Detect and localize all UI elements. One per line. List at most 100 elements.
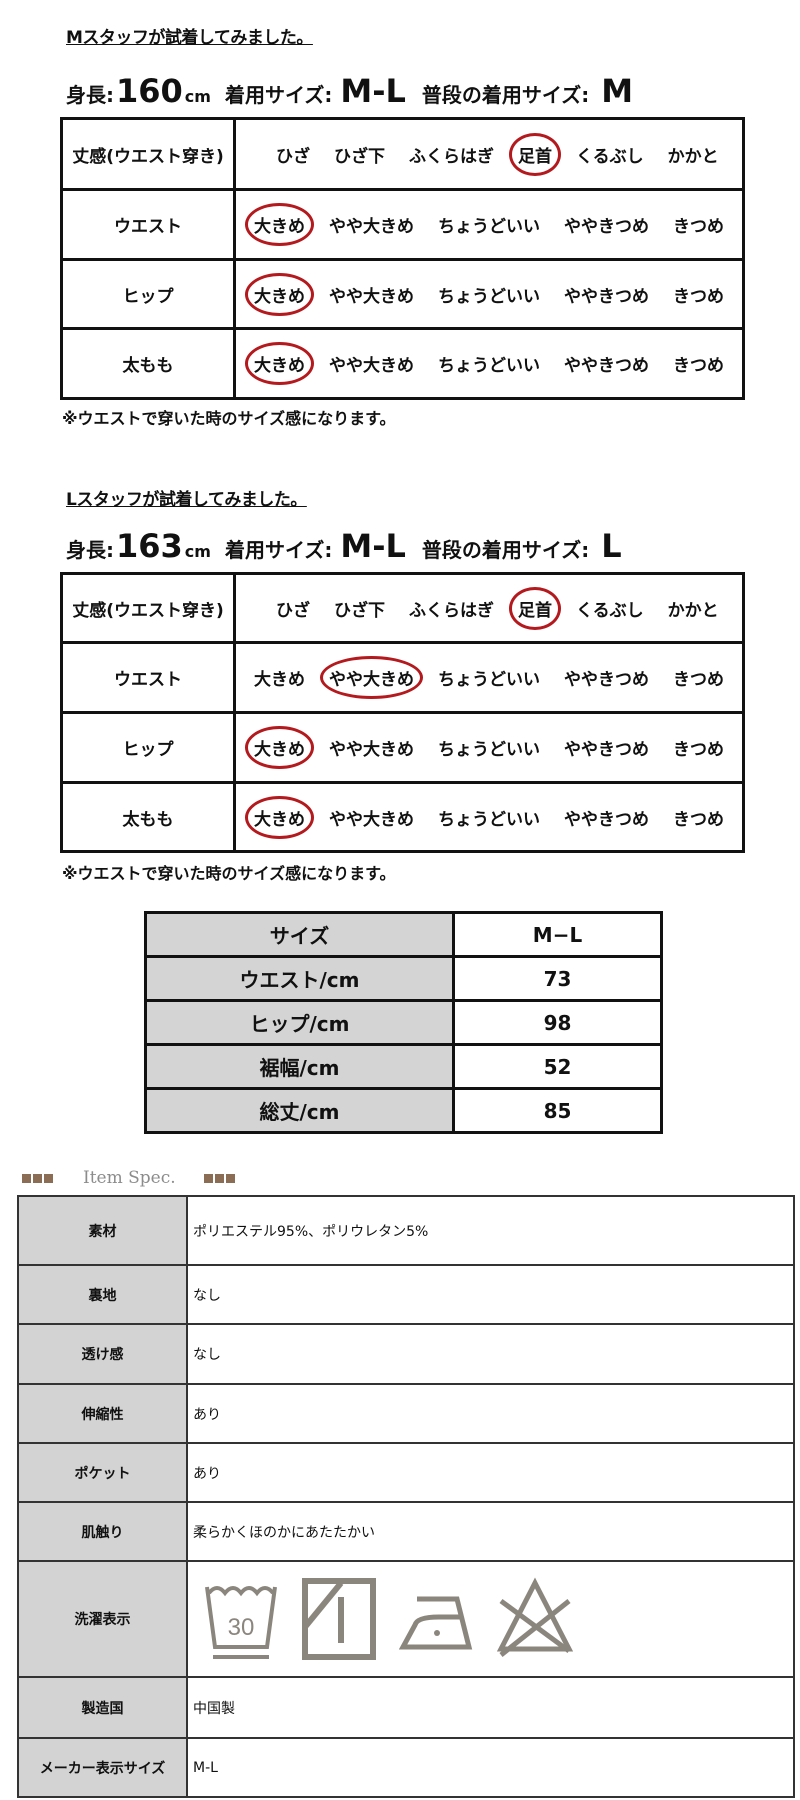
fit-option-selected: 大きめ [245,342,314,385]
size-row-label: 裾幅/cm [144,1043,455,1090]
fit-option-selected: 大きめ [245,272,314,316]
square-decoration-icon [22,1168,55,1188]
fit-option: きつめ [673,356,724,376]
spec-row: 素材 ポリエステル95%、ポリウレタン5% [17,1195,795,1266]
staff-section-title: Mスタッフが試着してみました。 [66,28,313,48]
spec-key: 裏地 [17,1264,188,1325]
fit-option: ひざ [276,600,310,621]
fit-option-selected: 大きめ [245,726,314,769]
fit-note: ※ウエストで穿いた時のサイズ感になります。 [62,864,396,883]
fit-option-selected: やや大きめ [320,656,423,699]
drip-dry-shade-icon [302,1578,376,1660]
spec-value: 柔らかくほのかにあたたかい [186,1501,795,1562]
fit-options: 大きめ やや大きめ ちょうどいい ややきつめ きつめ [233,258,745,330]
spec-row: 肌触り 柔らかくほのかにあたたかい [17,1501,795,1562]
usual-size-label: 普段の着用サイズ: [421,83,590,107]
height-unit: cm [184,87,211,106]
fit-option: ややきつめ [564,670,649,690]
fit-option: やや大きめ [329,809,414,830]
iron-low-icon [399,1596,473,1650]
fit-option: ちょうどいい [438,740,540,760]
spec-row: メーカー表示サイズ M-L [17,1737,795,1798]
size-row-value: 73 [452,955,663,1002]
fit-option: ひざ下 [334,600,385,621]
spec-value: あり [186,1383,795,1444]
fit-option: きつめ [673,286,724,307]
fit-table: 丈感(ウエスト穿き) ひざ ひざ下 ふくらはぎ 足首 くるぶし かかと ウエスト 大きめや… [60,572,745,853]
wash-30-icon: 30 [205,1586,277,1659]
spec-key: 伸縮性 [17,1383,188,1444]
worn-size-value: M-L [340,527,406,565]
item-spec-table: 素材 ポリエステル95%、ポリウレタン5% 裏地 なし 透け感 なし 伸縮性 あり ポケ… [17,1195,795,1798]
fit-option: ふくらはぎ [409,146,494,167]
fit-option: ややきつめ [564,217,649,237]
square-decoration-icon [203,1168,237,1188]
fit-options: 大きめ やや大きめ ちょうどいい ややきつめ きつめ [233,188,745,261]
worn-size-label: 着用サイズ: [224,83,333,107]
fit-option: かかと [667,146,719,167]
size-row: 総丈/cm 85 [144,1087,663,1134]
fit-option: ひざ下 [334,146,385,167]
staff-height-line: 身長: 160 cm 着用サイズ: M-L 普段の着用サイズ: M [66,72,635,110]
size-row-value: 85 [452,1087,663,1134]
no-bleach-icon [497,1577,573,1657]
size-row-label: ウエスト/cm [144,955,455,1002]
fit-note: ※ウエストで穿いた時のサイズ感になります。 [62,409,396,428]
fit-option-selected: 大きめ [245,795,314,839]
spec-key: メーカー表示サイズ [17,1737,188,1798]
fit-options: ひざ ひざ下 ふくらはぎ 足首 くるぶし かかと [233,117,745,191]
fit-option: やや大きめ [329,286,414,307]
size-header-value: M−L [452,911,663,958]
item-spec-heading: Item Spec. [22,1168,237,1188]
fit-option: ひざ [276,146,310,167]
size-row-value: 98 [452,999,663,1046]
fit-options: ひざ ひざ下 ふくらはぎ 足首 くるぶし かかと [233,572,745,644]
usual-size-label: 普段の着用サイズ: [421,538,590,562]
size-table-header: サイズ M−L [144,911,663,958]
fit-options: 大きめ やや大きめ ちょうどいい ややきつめ きつめ [233,327,745,400]
size-row: ヒップ/cm 98 [144,999,663,1046]
spec-key: 肌触り [17,1501,188,1562]
fit-option: ややきつめ [564,809,649,830]
fit-option: ちょうどいい [438,809,540,830]
spec-row: 透け感 なし [17,1323,795,1385]
fit-option: ちょうどいい [438,286,540,307]
fit-option: ふくらはぎ [409,600,494,621]
fit-option: ややきつめ [564,740,649,760]
fit-option: きつめ [673,217,724,237]
spec-key: 透け感 [17,1323,188,1385]
fit-table: 丈感(ウエスト穿き) ひざ ひざ下 ふくらはぎ 足首 くるぶし かかと ウエスト 大きめや… [60,117,745,400]
staff-section-title: Lスタッフが試着してみました。 [66,490,307,510]
fit-row-label: ヒップ [60,258,236,330]
spec-key: 素材 [17,1195,188,1266]
fit-row-label: 丈感(ウエスト穿き) [60,572,236,644]
usual-size-value: M [601,72,634,110]
worn-size-label: 着用サイズ: [224,538,333,562]
spec-row: ポケット あり [17,1442,795,1503]
fit-option: ちょうどいい [438,217,540,237]
care-label-icons: 30 [186,1560,795,1678]
item-spec-title: Item Spec. [83,1168,176,1188]
spec-row: 製造国 中国製 [17,1676,795,1739]
size-row-value: 52 [452,1043,663,1090]
size-row-label: ヒップ/cm [144,999,455,1046]
fit-row: 太もも 大きめ やや大きめ ちょうどいい ややきつめ きつめ [60,781,745,853]
fit-option-selected: 大きめ [245,203,314,246]
fit-options: 大きめ やや大きめ ちょうどいい ややきつめ きつめ [233,641,745,714]
fit-row: ヒップ 大きめ やや大きめ ちょうどいい ややきつめ きつめ [60,258,745,330]
wash-temp: 30 [228,1614,255,1641]
size-row: 裾幅/cm 52 [144,1043,663,1090]
spec-value: なし [186,1264,795,1325]
fit-option: くるぶし [576,600,644,621]
spec-value: あり [186,1442,795,1503]
fit-option: やや大きめ [329,740,414,760]
size-row: ウエスト/cm 73 [144,955,663,1002]
fit-row: ウエスト 大きめ やや大きめ ちょうどいい ややきつめ きつめ [60,188,745,261]
fit-option: きつめ [673,809,724,830]
size-row-label: 総丈/cm [144,1087,455,1134]
height-label: 身長: [66,538,114,562]
spec-row: 伸縮性 あり [17,1383,795,1444]
fit-option: ちょうどいい [438,356,540,376]
fit-option: ややきつめ [564,286,649,307]
